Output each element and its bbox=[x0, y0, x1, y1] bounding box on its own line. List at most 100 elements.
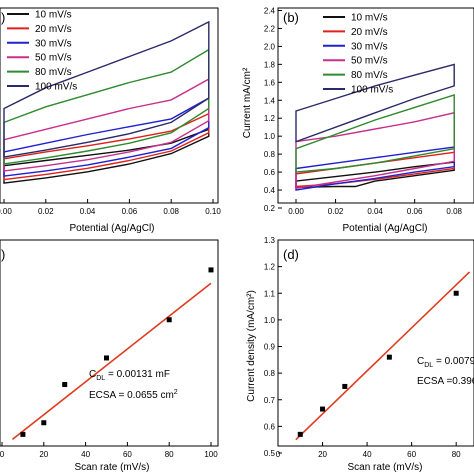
panel-c-ann-rest: = 0.00131 mF bbox=[105, 369, 170, 380]
panel-d-xtick-label-0: 0 bbox=[276, 450, 281, 459]
panel-d-ytick-label-0: 0.5 bbox=[264, 449, 276, 458]
panel-c-ann-ecsa: ECSA = 0.0655 cm bbox=[89, 390, 174, 401]
panel-a-cv-loop-2 bbox=[3, 96, 210, 177]
panel-b-ytick-label-3: 0.8 bbox=[264, 150, 276, 159]
panel-a-cv-loop-0 bbox=[3, 128, 210, 184]
panel-a-cv-loop-4 bbox=[3, 48, 210, 165]
panel-a-legend-label-0: 10 mV/s bbox=[35, 10, 72, 21]
panel-c-annotation-ecsa: ECSA = 0.0655 cm2 bbox=[89, 389, 178, 401]
panel-c-point-5 bbox=[208, 267, 214, 273]
panel-a-legend-label-3: 50 mV/s bbox=[35, 53, 72, 64]
panel-d-fit-line bbox=[295, 271, 471, 441]
panel-a-legend-label-5: 100 mV/s bbox=[35, 82, 77, 93]
panel-b-cv-loop-3 bbox=[295, 111, 455, 190]
panel-c-point-0 bbox=[20, 431, 26, 437]
panel-b-legend-label-1: 20 mV/s bbox=[351, 27, 388, 38]
panel-b-xlabel: Potential (Ag/AgCl) bbox=[342, 223, 427, 234]
panel-d-point-1 bbox=[320, 406, 326, 412]
panel-a-xtick-label-0: 0.00 bbox=[0, 207, 12, 216]
panel-a-xtick-label-2: 0.04 bbox=[80, 207, 96, 216]
panel-a-label: ) bbox=[1, 10, 5, 25]
panel-a-cv-loop-1 bbox=[3, 112, 210, 181]
panel-a-xlabel: Potential (Ag/AgCl) bbox=[69, 223, 154, 234]
panel-d-xlabel: Scan rate (mV/s) bbox=[347, 462, 422, 473]
panel-b-legend-label-4: 80 mV/s bbox=[351, 70, 388, 81]
panel-c-ann-sub: DL bbox=[96, 375, 105, 382]
panel-c-xtick-label-4: 80 bbox=[165, 450, 174, 459]
panel-b-cv-loop-2 bbox=[295, 146, 455, 191]
panel-b-cv-loop-0 bbox=[295, 161, 455, 189]
panel-b-xtick-label-3: 0.06 bbox=[407, 207, 423, 216]
panel-c-point-3 bbox=[104, 355, 109, 361]
panel-d-ytick-label-8: 1.3 bbox=[264, 236, 276, 245]
panel-b-xtick-label-2: 0.04 bbox=[367, 207, 383, 216]
panel-d-ytick-label-5: 1.0 bbox=[264, 316, 276, 325]
panel-d-ytick-label-7: 1.2 bbox=[264, 263, 276, 272]
panel-d-xtick-label-4: 80 bbox=[452, 450, 461, 459]
panel-b-legend-label-3: 50 mV/s bbox=[351, 56, 388, 67]
panel-b-ytick-label-11: 2.4 bbox=[264, 6, 276, 15]
panel-c-xtick-label-0: 0 bbox=[0, 450, 5, 459]
panel-d-point-0 bbox=[297, 431, 303, 437]
panel-a-xtick-label-4: 0.08 bbox=[163, 207, 179, 216]
panel-c-ann-c: C bbox=[89, 369, 96, 380]
panel-b-legend-label-2: 30 mV/s bbox=[351, 41, 388, 52]
panel-d-frame bbox=[277, 239, 474, 447]
panel-b-label: (b) bbox=[283, 10, 299, 25]
panel-d-ann-c: C bbox=[417, 356, 424, 367]
panel-d-xtick-label-3: 60 bbox=[407, 450, 416, 459]
panel-a-xtick-label-3: 0.06 bbox=[122, 207, 138, 216]
panel-b-ytick-label-6: 1.4 bbox=[264, 96, 276, 105]
panel-d-label: (d) bbox=[283, 247, 299, 262]
panel-b-xtick-label-4: 0.08 bbox=[446, 207, 462, 216]
panel-c-point-1 bbox=[41, 420, 47, 426]
panel-d-xtick-label-1: 20 bbox=[318, 450, 327, 459]
panel-b-ytick-label-5: 1.2 bbox=[264, 114, 276, 123]
panel-d-point-2 bbox=[342, 383, 348, 389]
panel-d-annotation-cdl: CDL = 0.0079 bbox=[417, 356, 474, 369]
panel-a-legend-label-1: 20 mV/s bbox=[35, 24, 72, 35]
panel-d-ann-sub: DL bbox=[424, 362, 433, 369]
panel-b-cv-loop-5 bbox=[295, 63, 455, 143]
panel-d-xtick-label-2: 40 bbox=[363, 450, 372, 459]
panel-c-label: ) bbox=[1, 247, 5, 262]
panel-b-ytick-label-10: 2.2 bbox=[264, 24, 276, 33]
panel-a-legend-label-2: 30 mV/s bbox=[35, 38, 72, 49]
panel-b-xtick-label-0: 0.00 bbox=[288, 207, 304, 216]
panel-b-legend-label-5: 100 mV/s bbox=[351, 85, 393, 96]
panel-c-annotation-cdl: CDL = 0.00131 mF bbox=[89, 369, 170, 382]
panel-a: ) 0.00 0.02 0.04 0.06 0.08 0.10 10 mV/s 20 mV/… bbox=[0, 7, 221, 234]
panel-d-ytick-label-1: 0.6 bbox=[264, 422, 276, 431]
panel-a-cv-loop-3 bbox=[3, 77, 210, 172]
panel-c-xtick-label-3: 60 bbox=[123, 450, 132, 459]
panel-b-ytick-label-2: 0.6 bbox=[264, 168, 276, 177]
panel-c-xtick-label-2: 40 bbox=[81, 450, 90, 459]
panel-d-ylabel: Current density (mA/cm²) bbox=[246, 290, 257, 402]
panel-b: (b) 0.00 0.02 0.04 0.06 0.08 0.2 0.4 0.6 0.8 1.0 1… bbox=[242, 6, 474, 234]
panel-a-frame bbox=[0, 7, 219, 204]
panel-d-point-3 bbox=[386, 354, 392, 360]
panel-c-xlabel: Scan rate (mV/s) bbox=[74, 462, 149, 473]
panel-c-fit-line bbox=[11, 282, 212, 440]
panel-c-xtick-label-1: 20 bbox=[39, 450, 48, 459]
panel-d-ytick-label-4: 0.9 bbox=[264, 343, 276, 352]
panel-a-xtick-label-1: 0.02 bbox=[38, 207, 54, 216]
panel-b-xtick-label-1: 0.02 bbox=[328, 207, 344, 216]
panel-c-point-4 bbox=[166, 317, 172, 323]
panel-c-point-2 bbox=[62, 382, 68, 388]
panel-c: ) 0 20 40 60 80 100 CDL = 0.00131 mF ECSA = 0… bbox=[0, 239, 219, 473]
panel-d-ytick-label-6: 1.1 bbox=[264, 289, 276, 298]
panel-d: (d) 0 20 40 60 80 0.5 0.6 0.7 0.8 0.9 1.0 1.1 1.2 1.3… bbox=[246, 236, 474, 473]
panel-d-ytick-label-3: 0.8 bbox=[264, 369, 276, 378]
panel-b-ytick-label-8: 1.8 bbox=[264, 60, 276, 69]
panel-d-ytick-label-2: 0.7 bbox=[264, 396, 276, 405]
panel-b-ytick-label-1: 0.4 bbox=[264, 186, 276, 195]
panel-c-ann-sup: 2 bbox=[174, 389, 178, 396]
panel-b-ytick-label-9: 2.0 bbox=[264, 42, 276, 51]
panel-a-cv-loop-5 bbox=[3, 20, 210, 158]
panel-b-ytick-label-4: 1.0 bbox=[264, 132, 276, 141]
panel-b-ytick-label-7: 1.6 bbox=[264, 78, 276, 87]
panel-a-xtick-label-5: 0.10 bbox=[205, 207, 221, 216]
panel-b-cv-loop-4 bbox=[295, 93, 455, 173]
